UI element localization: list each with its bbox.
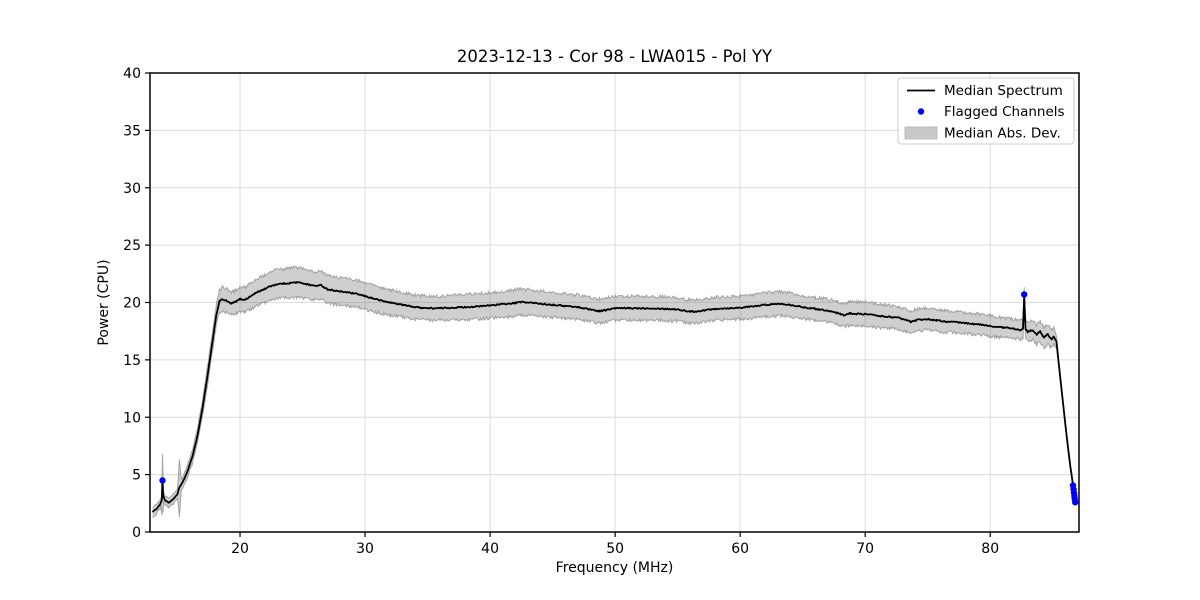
y-tick-label: 10 (123, 410, 141, 426)
x-tick-label: 40 (481, 541, 499, 557)
y-tick-label: 25 (123, 238, 141, 254)
median-abs-dev-band (152, 265, 1061, 518)
median-spectrum-path (151, 281, 1077, 513)
flagged-channel-markers (159, 291, 1079, 506)
x-tick-label: 60 (731, 541, 749, 557)
x-axis-label: Frequency (MHz) (556, 560, 674, 576)
legend-marker-sample (917, 108, 925, 115)
x-axis-ticks: 20 30 40 50 60 70 80 (231, 532, 999, 557)
x-tick-label: 80 (981, 541, 999, 557)
legend-patch-sample (904, 126, 938, 140)
legend-label-flagged-channels: Flagged Channels (944, 104, 1065, 120)
median-spectrum-line (151, 281, 1077, 513)
chart-title: 2023-12-13 - Cor 98 - LWA015 - Pol YY (457, 47, 773, 66)
x-tick-label: 30 (356, 541, 374, 557)
flagged-channel-dot (1020, 291, 1028, 298)
x-tick-label: 20 (231, 541, 249, 557)
legend-label-median-abs-dev: Median Abs. Dev. (944, 126, 1061, 142)
y-tick-label: 5 (132, 468, 141, 484)
x-tick-label: 50 (606, 541, 624, 557)
legend: Median Spectrum Flagged Channels Median … (897, 77, 1075, 145)
mad-band-fill (152, 266, 1061, 518)
mad-band-upper-edge (152, 265, 1061, 508)
legend-box (897, 77, 1075, 145)
mad-band-lower-edge (152, 295, 1061, 518)
y-axis-ticks: 0 5 10 15 20 25 30 35 40 (123, 66, 150, 541)
legend-label-median-spectrum: Median Spectrum (944, 83, 1063, 99)
y-tick-label: 40 (123, 66, 141, 82)
y-tick-label: 35 (123, 123, 141, 139)
y-tick-label: 0 (132, 525, 141, 541)
y-axis-label: Power (CPU) (96, 259, 112, 345)
y-tick-label: 20 (123, 296, 141, 312)
flagged-channel-dot (159, 477, 166, 484)
y-tick-label: 30 (123, 181, 141, 197)
flagged-channel-dot (1072, 499, 1079, 506)
y-tick-label: 15 (123, 353, 141, 369)
x-tick-label: 70 (856, 541, 874, 557)
